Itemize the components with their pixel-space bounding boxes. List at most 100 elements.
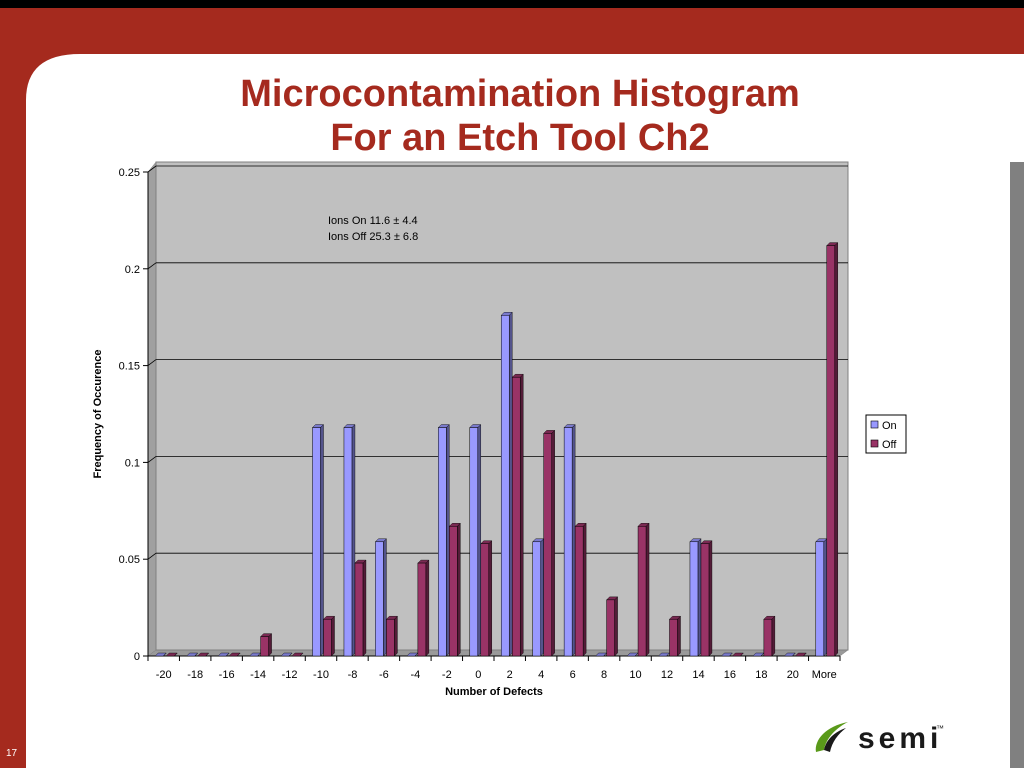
bar-off-0 (480, 540, 493, 657)
bar-side (677, 615, 681, 657)
bar-on-20 (783, 652, 796, 657)
bar-side (351, 424, 356, 657)
bar-on-More (815, 538, 828, 657)
bar-side (320, 424, 324, 657)
bar-off--14 (260, 633, 273, 657)
bar-side (645, 522, 650, 657)
bar-on-6 (563, 424, 576, 657)
bar-on--18 (186, 652, 199, 657)
bar-on-16 (720, 652, 733, 657)
gridline-diagonal (147, 359, 157, 366)
bar-on-4 (532, 538, 545, 657)
bar-on--6 (374, 538, 387, 657)
bar-off--6 (385, 615, 398, 657)
bar-front (449, 526, 458, 657)
bar-side (540, 538, 544, 657)
gridline-diagonal (147, 165, 157, 173)
bar-side (457, 522, 461, 657)
x-tick-label: 12 (661, 669, 673, 681)
bars (154, 242, 839, 657)
bar-front (700, 543, 710, 657)
x-tick-label: -20 (156, 669, 172, 681)
bar-side (268, 633, 272, 657)
bar-top (165, 652, 178, 657)
bar-front (323, 618, 332, 657)
y-tick-label: 0.15 (119, 361, 140, 373)
right-grey-bar (1010, 162, 1024, 768)
bar-top (280, 652, 293, 657)
x-tick-label: 18 (755, 669, 767, 681)
bar-side (697, 538, 702, 657)
x-axis-title: Number of Defects (445, 686, 543, 698)
bar-front (354, 562, 364, 657)
bar-front (511, 376, 521, 657)
bar-on-0 (469, 424, 482, 657)
bar-off-8 (606, 596, 619, 657)
bar-side (823, 538, 827, 657)
bar-top (154, 652, 167, 657)
bar-front (574, 526, 584, 657)
slide-title: Microcontamination Histogram For an Etch… (170, 72, 870, 160)
gridline-diagonal (147, 456, 157, 463)
bar-front (375, 541, 384, 657)
x-tick-label: 2 (507, 669, 513, 681)
x-tick-label: -6 (379, 669, 389, 681)
bar-on--12 (280, 652, 293, 657)
y-axis-ticks: 0 0.05 0.1 0.15 0.2 0.25 (119, 167, 148, 663)
legend-label-off: Off (882, 439, 897, 451)
bar-side (446, 424, 450, 657)
bar-side (614, 596, 618, 657)
bar-side (708, 540, 713, 657)
bar-off--18 (197, 652, 210, 657)
bar-top (794, 652, 807, 657)
gridline-diagonal (147, 262, 157, 270)
x-tick-label: 0 (475, 669, 481, 681)
bar-off-20 (794, 652, 807, 657)
x-tick-label: -4 (410, 669, 420, 681)
bar-side (477, 424, 481, 657)
x-tick-label: -8 (348, 669, 358, 681)
title-line-2: For an Etch Tool Ch2 (330, 117, 710, 159)
x-tick-label: -12 (282, 669, 298, 681)
y-tick-label: 0 (134, 651, 140, 663)
bar-side (771, 615, 776, 657)
bar-front (312, 427, 321, 657)
bar-top (217, 652, 230, 657)
bar-top (228, 652, 241, 657)
bar-off-14 (700, 540, 713, 657)
bar-on--20 (154, 652, 167, 657)
top-black-strip (0, 0, 1024, 8)
plot-area-side (147, 161, 157, 657)
bar-side (582, 522, 587, 657)
y-tick-label: 0.05 (119, 554, 140, 566)
x-tick-label: -16 (219, 669, 235, 681)
bar-on--10 (312, 424, 324, 657)
x-tick-label: 10 (629, 669, 641, 681)
bar-off-12 (669, 615, 681, 657)
x-tick-label: -18 (187, 669, 203, 681)
logo-trademark: ™ (936, 724, 944, 733)
bar-front (563, 427, 573, 657)
legend-label-on: On (882, 420, 897, 432)
bar-off-18 (763, 615, 776, 657)
bar-side (488, 540, 492, 657)
bar-off-4 (543, 429, 556, 657)
bar-side (425, 559, 430, 657)
x-tick-label: 20 (787, 669, 799, 681)
bar-top (291, 652, 304, 657)
bar-side (509, 311, 513, 657)
x-tick-label: 6 (570, 669, 576, 681)
bar-side (331, 615, 335, 657)
x-tick-label: -2 (442, 669, 452, 681)
bar-front (532, 541, 541, 657)
bar-off-More (826, 242, 839, 657)
y-axis-title: Frequency of Occurence (92, 350, 104, 479)
bar-off-16 (731, 652, 744, 657)
x-tick-label: 4 (538, 669, 544, 681)
y-tick-label: 0.25 (119, 167, 140, 179)
bar-off-2 (511, 373, 524, 657)
bar-front (480, 543, 490, 657)
semi-logo: semi ™ (812, 718, 952, 758)
